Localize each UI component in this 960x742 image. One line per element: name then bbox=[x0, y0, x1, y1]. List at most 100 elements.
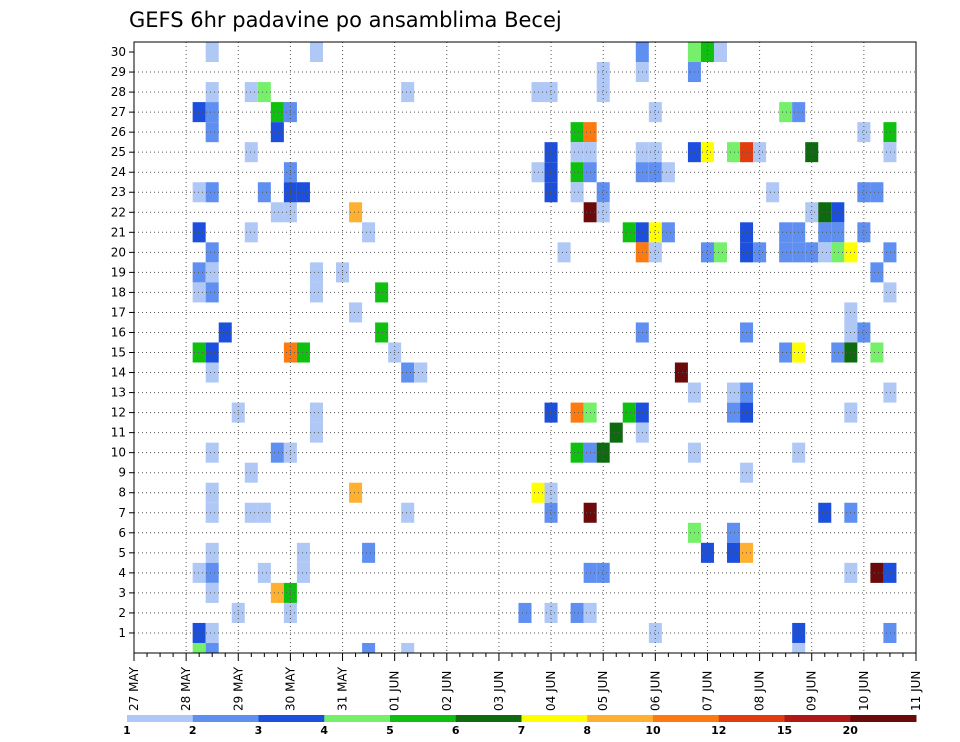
colorbar-label: 15 bbox=[777, 724, 792, 737]
heatmap-cell bbox=[674, 362, 688, 383]
heatmap-cell bbox=[596, 182, 610, 203]
heatmap-cell bbox=[192, 182, 206, 203]
heatmap-cell bbox=[205, 342, 219, 363]
heatmap-cell bbox=[309, 282, 323, 303]
heatmap-cell bbox=[831, 202, 845, 223]
colorbar-label: 1 bbox=[123, 724, 131, 737]
heatmap-cell bbox=[401, 502, 415, 523]
heatmap-cell bbox=[857, 182, 871, 203]
chart-title: GEFS 6hr padavine po ansamblima Becej bbox=[129, 8, 562, 32]
y-tick-label: 8 bbox=[118, 486, 126, 500]
heatmap-cell bbox=[779, 242, 793, 263]
heatmap-cell bbox=[557, 242, 571, 263]
heatmap-cell bbox=[727, 142, 741, 163]
colorbar-segment bbox=[192, 715, 259, 722]
x-tick-label: 27 MAY bbox=[127, 666, 141, 711]
colorbar-label: 8 bbox=[583, 724, 591, 737]
heatmap-cell bbox=[596, 82, 610, 103]
heatmap-cell bbox=[296, 342, 310, 363]
colorbar-segment bbox=[521, 715, 588, 722]
heatmap-cell bbox=[857, 222, 871, 243]
heatmap-cell bbox=[205, 102, 219, 123]
heatmap-cell bbox=[648, 622, 662, 643]
y-tick-label: 4 bbox=[118, 566, 126, 580]
heatmap-cell bbox=[648, 242, 662, 263]
colorbar-segment bbox=[718, 715, 785, 722]
heatmap-cells bbox=[192, 42, 897, 653]
heatmap-cell bbox=[205, 582, 219, 603]
heatmap-cell bbox=[270, 582, 284, 603]
heatmap-cell bbox=[713, 242, 728, 263]
heatmap-cell bbox=[375, 282, 389, 303]
y-tick-label: 29 bbox=[111, 65, 126, 79]
heatmap-cell bbox=[309, 42, 323, 63]
heatmap-cell bbox=[349, 302, 363, 323]
heatmap-cell bbox=[270, 102, 284, 123]
heatmap-cell bbox=[805, 242, 819, 263]
y-tick-label: 11 bbox=[111, 426, 126, 440]
colorbar-segment bbox=[653, 715, 720, 722]
y-tick-label: 18 bbox=[111, 285, 126, 299]
heatmap-cell bbox=[883, 622, 897, 643]
heatmap-cell bbox=[831, 222, 845, 243]
heatmap-cell bbox=[257, 82, 271, 103]
heatmap-cell bbox=[205, 562, 219, 583]
heatmap-cell bbox=[805, 202, 819, 223]
y-tick-label: 22 bbox=[111, 205, 126, 219]
y-tick-label: 1 bbox=[118, 626, 126, 640]
heatmap-cell bbox=[192, 622, 206, 643]
heatmap-cell bbox=[257, 562, 271, 583]
y-tick-label: 27 bbox=[111, 105, 126, 119]
heatmap-cell bbox=[727, 542, 741, 563]
heatmap-cell bbox=[792, 642, 806, 653]
heatmap-cell bbox=[205, 122, 219, 143]
heatmap-cell bbox=[596, 62, 610, 83]
heatmap-cell bbox=[349, 202, 363, 223]
heatmap-cell bbox=[661, 222, 675, 243]
heatmap-cell bbox=[883, 122, 897, 143]
heatmap-cell bbox=[713, 42, 728, 63]
y-tick-label: 17 bbox=[111, 305, 126, 319]
y-tick-label: 6 bbox=[118, 526, 126, 540]
heatmap-cell bbox=[270, 442, 284, 463]
x-tick-label: 03 JUN bbox=[492, 671, 506, 711]
heatmap-cell bbox=[648, 142, 662, 163]
heatmap-cell bbox=[518, 602, 532, 623]
heatmap-cell bbox=[570, 602, 584, 623]
heatmap-cell bbox=[622, 402, 636, 423]
x-tick-label: 01 JUN bbox=[388, 671, 402, 711]
heatmap-cell bbox=[700, 142, 714, 163]
y-tick-label: 19 bbox=[111, 265, 126, 279]
heatmap-cell bbox=[870, 262, 884, 283]
heatmap-cell bbox=[570, 122, 584, 143]
heatmap-cell bbox=[883, 242, 897, 263]
heatmap-cell bbox=[779, 102, 793, 123]
x-axis: 27 MAY 28 MAY 29 MAY 30 MAY 31 MAY 01 JUN 02 J… bbox=[127, 653, 923, 711]
colorbar-label: 6 bbox=[452, 724, 460, 737]
heatmap-cell bbox=[570, 402, 584, 423]
heatmap-cell bbox=[309, 422, 323, 443]
y-tick-label: 21 bbox=[111, 225, 126, 239]
heatmap-cell bbox=[857, 322, 871, 343]
heatmap-cell bbox=[831, 242, 845, 263]
heatmap-cell bbox=[192, 282, 206, 303]
heatmap-cell bbox=[753, 142, 767, 163]
heatmap-cell bbox=[544, 602, 558, 623]
heatmap-cell bbox=[309, 262, 323, 283]
y-tick-label: 26 bbox=[111, 125, 126, 139]
heatmap-cell bbox=[205, 362, 219, 383]
heatmap-cell bbox=[687, 42, 701, 63]
heatmap-cell bbox=[205, 282, 219, 303]
heatmap-cell bbox=[570, 442, 584, 463]
colorbar-segment bbox=[324, 715, 391, 722]
y-tick-label: 25 bbox=[111, 145, 126, 159]
y-tick-label: 15 bbox=[111, 346, 126, 360]
heatmap-cell bbox=[244, 82, 258, 103]
heatmap-cell bbox=[401, 642, 415, 653]
heatmap-cell bbox=[635, 42, 649, 63]
heatmap-cell bbox=[648, 102, 662, 123]
y-tick-label: 12 bbox=[111, 406, 126, 420]
heatmap-cell bbox=[218, 322, 232, 343]
heatmap-cell bbox=[244, 142, 258, 163]
